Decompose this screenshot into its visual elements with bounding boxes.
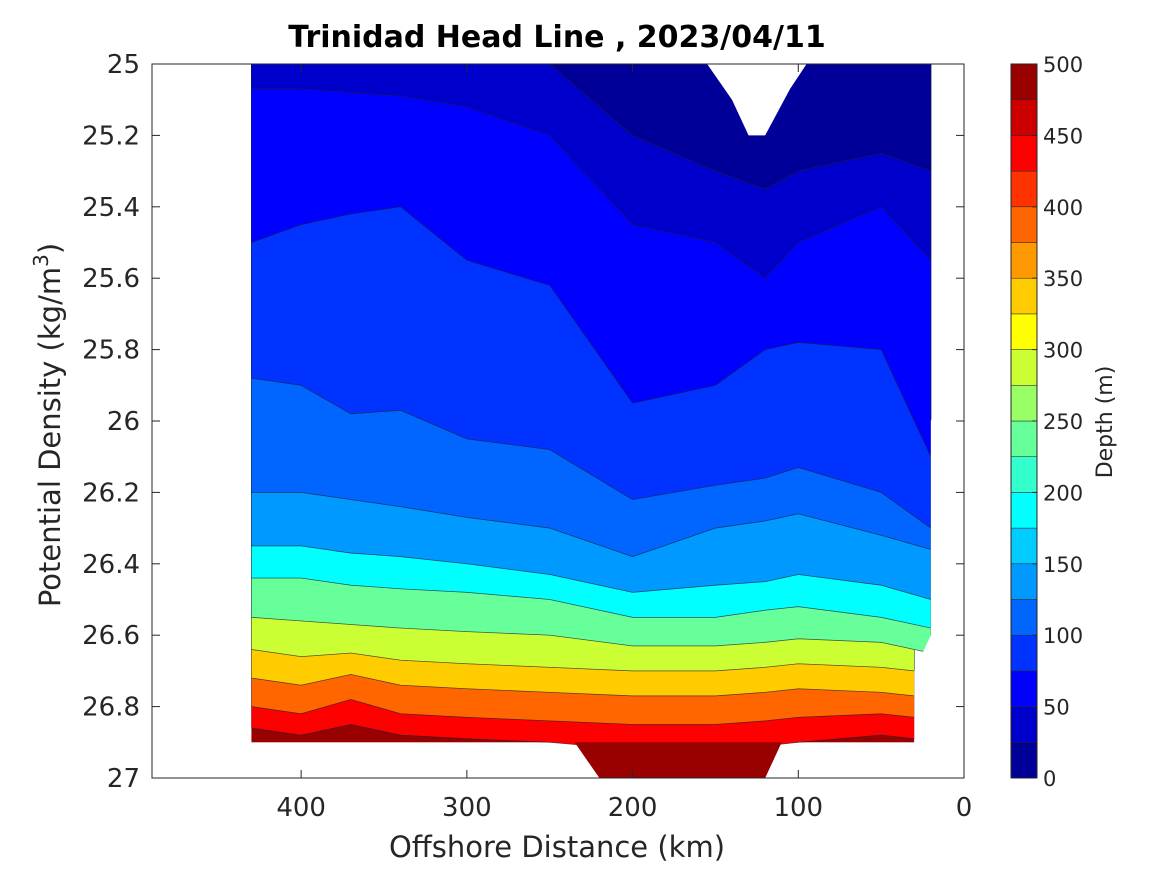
y-tick-label: 25.6 [82, 264, 140, 294]
colorbar-swatch [1010, 99, 1038, 136]
colorbar-swatch [1010, 242, 1038, 279]
y-axis: 25 25.2 25.4 25.6 25.8 26 26.2 26.4 26.6 26.8 27 [82, 50, 964, 794]
contour-line [251, 674, 915, 697]
x-tick-label: 400 [276, 793, 326, 823]
colorbar-tick-label: 200 [1043, 481, 1083, 505]
y-tick-label: 25.2 [82, 121, 140, 151]
chart-title: Trinidad Head Line , 2023/04/11 [288, 20, 825, 55]
colorbar-tick-label: 450 [1043, 124, 1083, 148]
colorbar-tick-label: 400 [1043, 196, 1083, 220]
y-axis-label-superscript: 3 [29, 254, 53, 267]
colorbar-tick-label: 250 [1043, 410, 1083, 434]
contour-line [251, 649, 915, 672]
y-tick-label: 25.4 [82, 193, 140, 223]
colorbar-tick-label: 100 [1043, 624, 1083, 648]
x-tick-label: 0 [956, 793, 973, 823]
colorbar-tick-label: 500 [1043, 53, 1083, 77]
y-axis-label-main: Potential Density (kg/m [33, 267, 67, 607]
colorbar-swatch [1010, 527, 1038, 565]
contour-line [251, 617, 931, 654]
colorbar-swatch [1010, 277, 1038, 315]
contour-line [251, 64, 931, 190]
colorbar: 0 50 100 150 200 250 300 350 400 450 500 [1010, 53, 1083, 791]
colorbar-swatch [1010, 420, 1038, 457]
x-axis-label: Offshore Distance (km) [389, 830, 725, 864]
contour-line [251, 206, 932, 457]
x-tick-label: 200 [608, 793, 658, 823]
colorbar-tick-label: 0 [1043, 767, 1056, 791]
colorbar-swatch [1010, 670, 1038, 707]
colorbar-swatch [1010, 313, 1038, 350]
colorbar-tick-label: 300 [1043, 339, 1083, 363]
colorbar-swatch [1010, 63, 1038, 100]
colorbar-tick-label: 150 [1043, 553, 1083, 577]
colorbar-swatch [1010, 170, 1038, 208]
contour-line [251, 545, 931, 600]
contour-line [251, 492, 931, 558]
colorbar-swatch [1010, 563, 1038, 600]
no-data-region [914, 385, 964, 743]
colorbar-swatch [1010, 135, 1038, 172]
y-tick-label: 26.4 [82, 550, 140, 580]
contour-line [251, 699, 915, 725]
y-tick-label: 26 [107, 407, 140, 437]
no-data-region [914, 742, 964, 778]
contour-line [251, 377, 932, 529]
colorbar-swatch [1010, 385, 1038, 422]
y-tick-label: 27 [107, 764, 140, 794]
colorbar-swatch [1010, 599, 1038, 636]
y-tick-label: 26.6 [82, 621, 140, 651]
colorbar-swatch [1010, 634, 1038, 672]
y-tick-label: 26.8 [82, 693, 140, 723]
colorbar-swatch [1010, 349, 1038, 386]
x-axis: 400 300 200 100 0 [276, 64, 972, 823]
colorbar-swatch [1010, 206, 1038, 243]
plot-area [251, 64, 964, 778]
y-tick-label: 25 [107, 50, 140, 80]
y-axis-label-suffix: ) [33, 243, 67, 254]
colorbar-label: Depth (m) [1093, 366, 1118, 479]
x-tick-label: 300 [442, 793, 492, 823]
colorbar-swatch [1010, 456, 1038, 493]
contour-line [251, 88, 932, 279]
y-tick-label: 26.2 [82, 478, 140, 508]
colorbar-swatch [1010, 492, 1038, 529]
colorbar-swatch [1010, 742, 1038, 779]
colorbar-tick-label: 50 [1043, 696, 1070, 720]
contour-band-bottom [574, 742, 782, 778]
x-tick-label: 100 [773, 793, 823, 823]
contour-line [251, 577, 931, 629]
colorbar-swatch [1010, 706, 1038, 743]
y-tick-label: 25.8 [82, 336, 140, 366]
y-axis-label: Potential Density (kg/m3) [29, 243, 67, 607]
colorbar-tick-label: 350 [1043, 267, 1083, 291]
no-data-region [707, 64, 807, 136]
